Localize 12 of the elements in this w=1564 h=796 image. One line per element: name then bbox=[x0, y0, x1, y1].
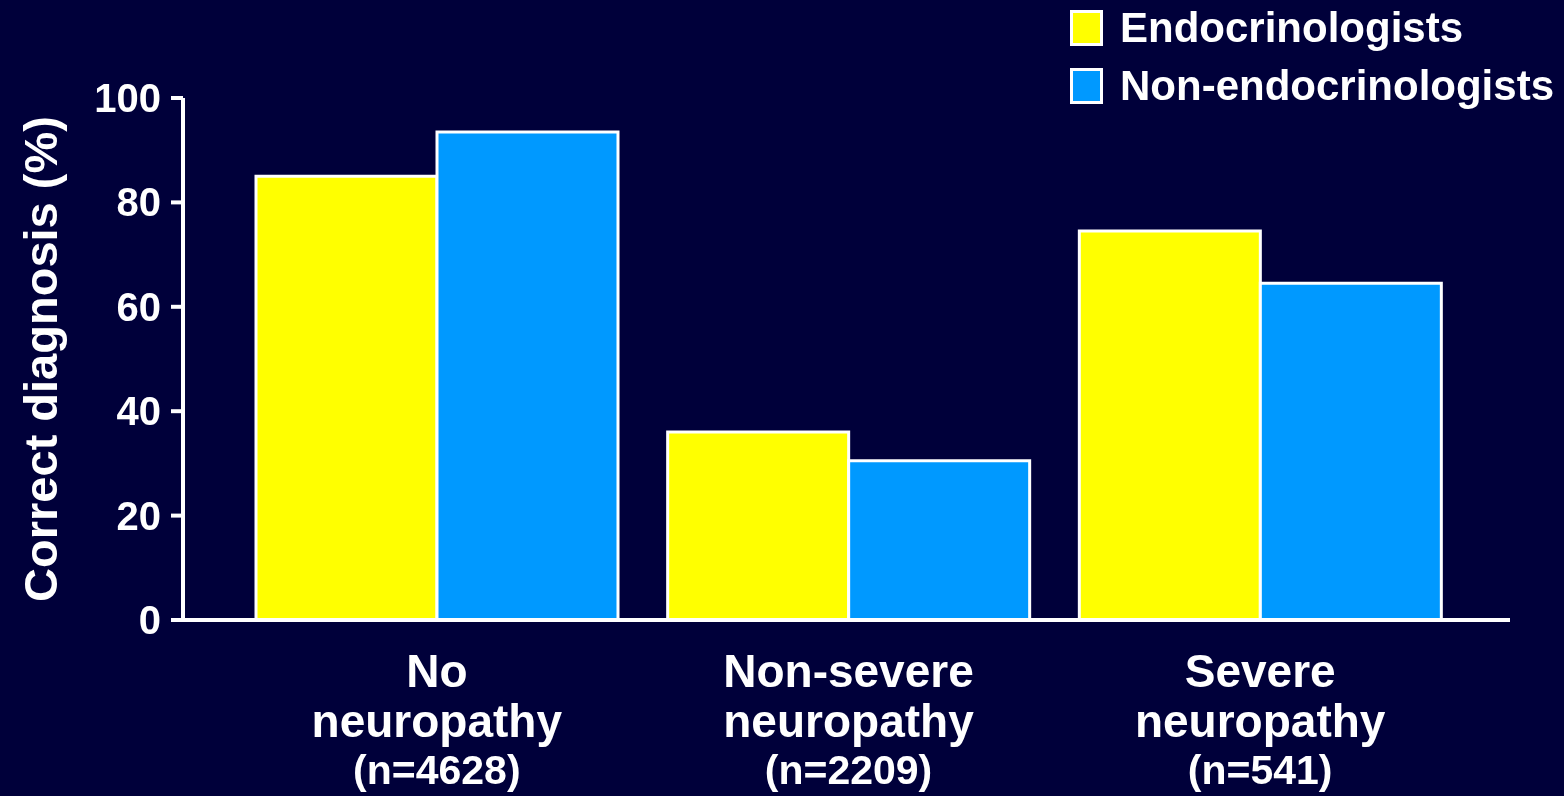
x-tick-label: No neuropathy (n=4628) bbox=[311, 645, 563, 793]
y-tick-label: 80 bbox=[116, 180, 161, 225]
x-tick-label: Severe neuropathy (n=541) bbox=[1134, 645, 1386, 793]
y-tick-label: 20 bbox=[116, 493, 161, 538]
x-tick-label: Non-severe neuropathy (n=2209) bbox=[723, 645, 975, 793]
y-tick-label: 100 bbox=[94, 76, 161, 120]
legend-label: Non-endocrinologists bbox=[1120, 62, 1554, 110]
y-axis-title: Correct diagnosis (%) bbox=[13, 116, 67, 602]
y-tick-label: 0 bbox=[138, 598, 161, 642]
legend-label: Endocrinologists bbox=[1120, 4, 1464, 52]
y-tick-label: 40 bbox=[116, 389, 161, 434]
y-tick-label: 60 bbox=[116, 284, 161, 329]
